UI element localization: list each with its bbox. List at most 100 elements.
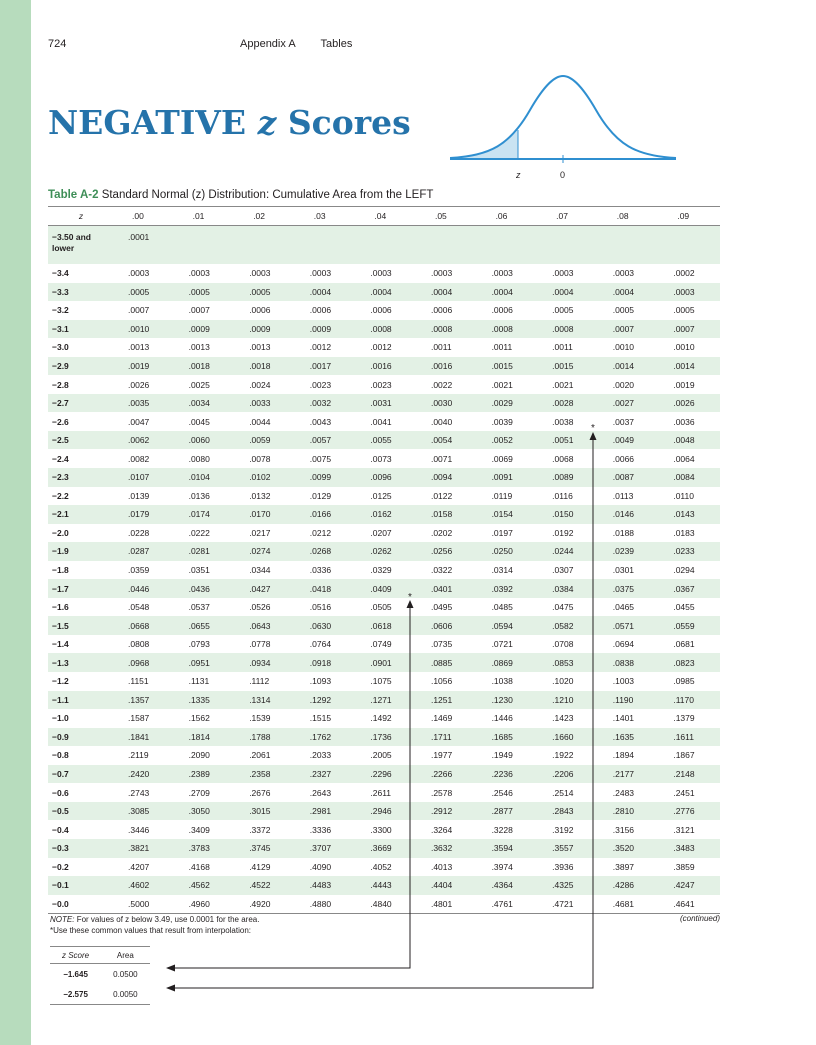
area-cell: .0044	[249, 416, 271, 427]
area-cell: .1762	[295, 727, 357, 747]
area-cell: .3936	[552, 861, 574, 872]
area-cell: .0582	[538, 616, 599, 635]
area-cell: .0089	[538, 468, 599, 487]
z-value-cell: −0.9	[48, 727, 114, 747]
area-cell: .2912	[416, 801, 478, 821]
area-cell: .0495	[430, 602, 453, 613]
interpolation-star-2575: *	[591, 423, 595, 434]
table-row: −0.7.2420.2389.2358.2327.2296.2266.2236.…	[48, 764, 720, 784]
table-row: −3.1.0010.0009.0009.0009.0008.0008.0008.…	[48, 319, 720, 339]
area-cell: .0708	[552, 639, 574, 650]
area-cell: .4641	[659, 894, 720, 915]
area-cell: .0021	[491, 379, 513, 390]
area-cell: .3897	[612, 861, 635, 872]
area-cell: .0212	[309, 527, 332, 538]
table-row: −1.6.0548.0537.0526.0516.0505.0495.0485.…	[48, 598, 720, 617]
note-prefix: NOTE:	[50, 915, 75, 924]
area-cell: .0918	[295, 653, 357, 673]
table-row: −1.4 .0808 .0793 .0778 .0764 .0749 .0735 .0721.…	[48, 635, 720, 654]
area-cell: .4207	[128, 861, 150, 872]
area-cell: .1446	[491, 713, 513, 724]
area-cell: .1736	[356, 727, 417, 747]
area-cell: .0005	[174, 282, 236, 302]
area-cell: .0047	[128, 416, 150, 427]
area-cell: .2206	[538, 764, 599, 784]
area-cell: .0066	[612, 453, 635, 464]
area-cell: .3300	[370, 824, 392, 835]
area-cell: .1949	[491, 750, 513, 761]
area-cell: .0778	[249, 639, 271, 650]
z-value-cell: −3.1	[48, 319, 114, 339]
z-value-cell: −1.7	[48, 579, 114, 598]
area-cell: .0024	[249, 379, 271, 390]
area-cell: .0901	[356, 653, 417, 673]
area-cell: .0012	[309, 342, 332, 353]
area-cell: .3050	[174, 801, 236, 821]
table-row: −2.5.0062.0060.0059.0057.0055.0054.0052.…	[48, 430, 720, 450]
area-cell: .2119	[128, 750, 149, 761]
area-cell: .0668	[114, 616, 175, 635]
interpolation-star-1645: *	[408, 592, 412, 603]
area-cell: .0051	[538, 430, 599, 450]
area-cell: .0040	[430, 416, 453, 427]
area-cell: .0344	[249, 565, 271, 576]
area-cell: .0010	[612, 342, 635, 353]
area-cell: .0007	[659, 319, 720, 339]
area-cell: .0287	[114, 542, 175, 561]
area-cell: .1469	[430, 713, 453, 724]
area-cell: .1401	[612, 713, 635, 724]
area-cell: .0537	[188, 602, 210, 613]
area-cell: .0023	[370, 379, 392, 390]
running-header: Appendix A Tables	[240, 38, 374, 50]
area-cell: .0099	[295, 468, 357, 487]
z-value-cell: −0.3	[48, 838, 114, 858]
area-cell: .0968	[114, 653, 175, 673]
area-cell: .0005	[552, 305, 574, 316]
area-cell: .0026	[128, 379, 150, 390]
area-cell: .0202	[430, 527, 453, 538]
area-cell: .0010	[673, 342, 695, 353]
area-cell: .1230	[477, 690, 539, 710]
area-cell: .2810	[598, 801, 660, 821]
shaded-left-tail	[450, 130, 518, 159]
table-row: −2.2 .0139 .0136 .0132 .0129 .0125 .0122 .0119.…	[48, 487, 720, 506]
area-cell: .0035	[114, 393, 175, 413]
column-header: .09	[659, 206, 720, 226]
area-cell: .0034	[174, 393, 236, 413]
area-cell: .1685	[477, 727, 539, 747]
running-header-section: Appendix A	[240, 38, 296, 50]
column-header: .08	[598, 206, 660, 226]
area-cell: .0154	[477, 505, 539, 524]
area-cell: .4562	[174, 876, 236, 895]
area-cell: .0003	[370, 268, 392, 279]
area-cell: .3557	[538, 838, 599, 858]
area-cell: .0301	[612, 565, 635, 576]
area-cell: .0129	[309, 490, 332, 501]
area-cell: .0006	[370, 305, 392, 316]
area-cell: .1075	[370, 676, 392, 687]
area-cell: .0023	[309, 379, 332, 390]
title-word-scores: Scores	[287, 103, 411, 142]
z-value-cell: −2.1	[48, 505, 114, 524]
area-cell: .0005	[673, 305, 695, 316]
area-cell: .0268	[295, 542, 357, 561]
area-cell: .1056	[430, 676, 453, 687]
area-cell: .0016	[356, 356, 417, 376]
area-cell: .4364	[477, 876, 539, 895]
area-cell: .0006	[430, 305, 453, 316]
area-cell: .3156	[612, 824, 635, 835]
area-cell: .1170	[659, 690, 720, 710]
z-score-table: z .00 .01 .02 .03 .04 .05 .06 .07 .08 .0…	[48, 206, 720, 915]
area-cell: .0793	[188, 639, 210, 650]
area-cell: .2451	[673, 787, 695, 798]
area-cell: .4801	[416, 894, 478, 915]
area-cell: .0007	[188, 305, 210, 316]
area-cell: .0113	[612, 490, 634, 501]
area-cell: .2946	[356, 801, 417, 821]
area-cell: .4681	[598, 894, 660, 915]
area-cell: .0618	[356, 616, 417, 635]
area-cell: .2090	[188, 750, 210, 761]
area-cell: .2676	[249, 787, 271, 798]
area-cell: .0062	[114, 430, 175, 450]
table-row: −1.1.1357.1335.1314.1292.1271.1251.1230.…	[48, 690, 720, 710]
